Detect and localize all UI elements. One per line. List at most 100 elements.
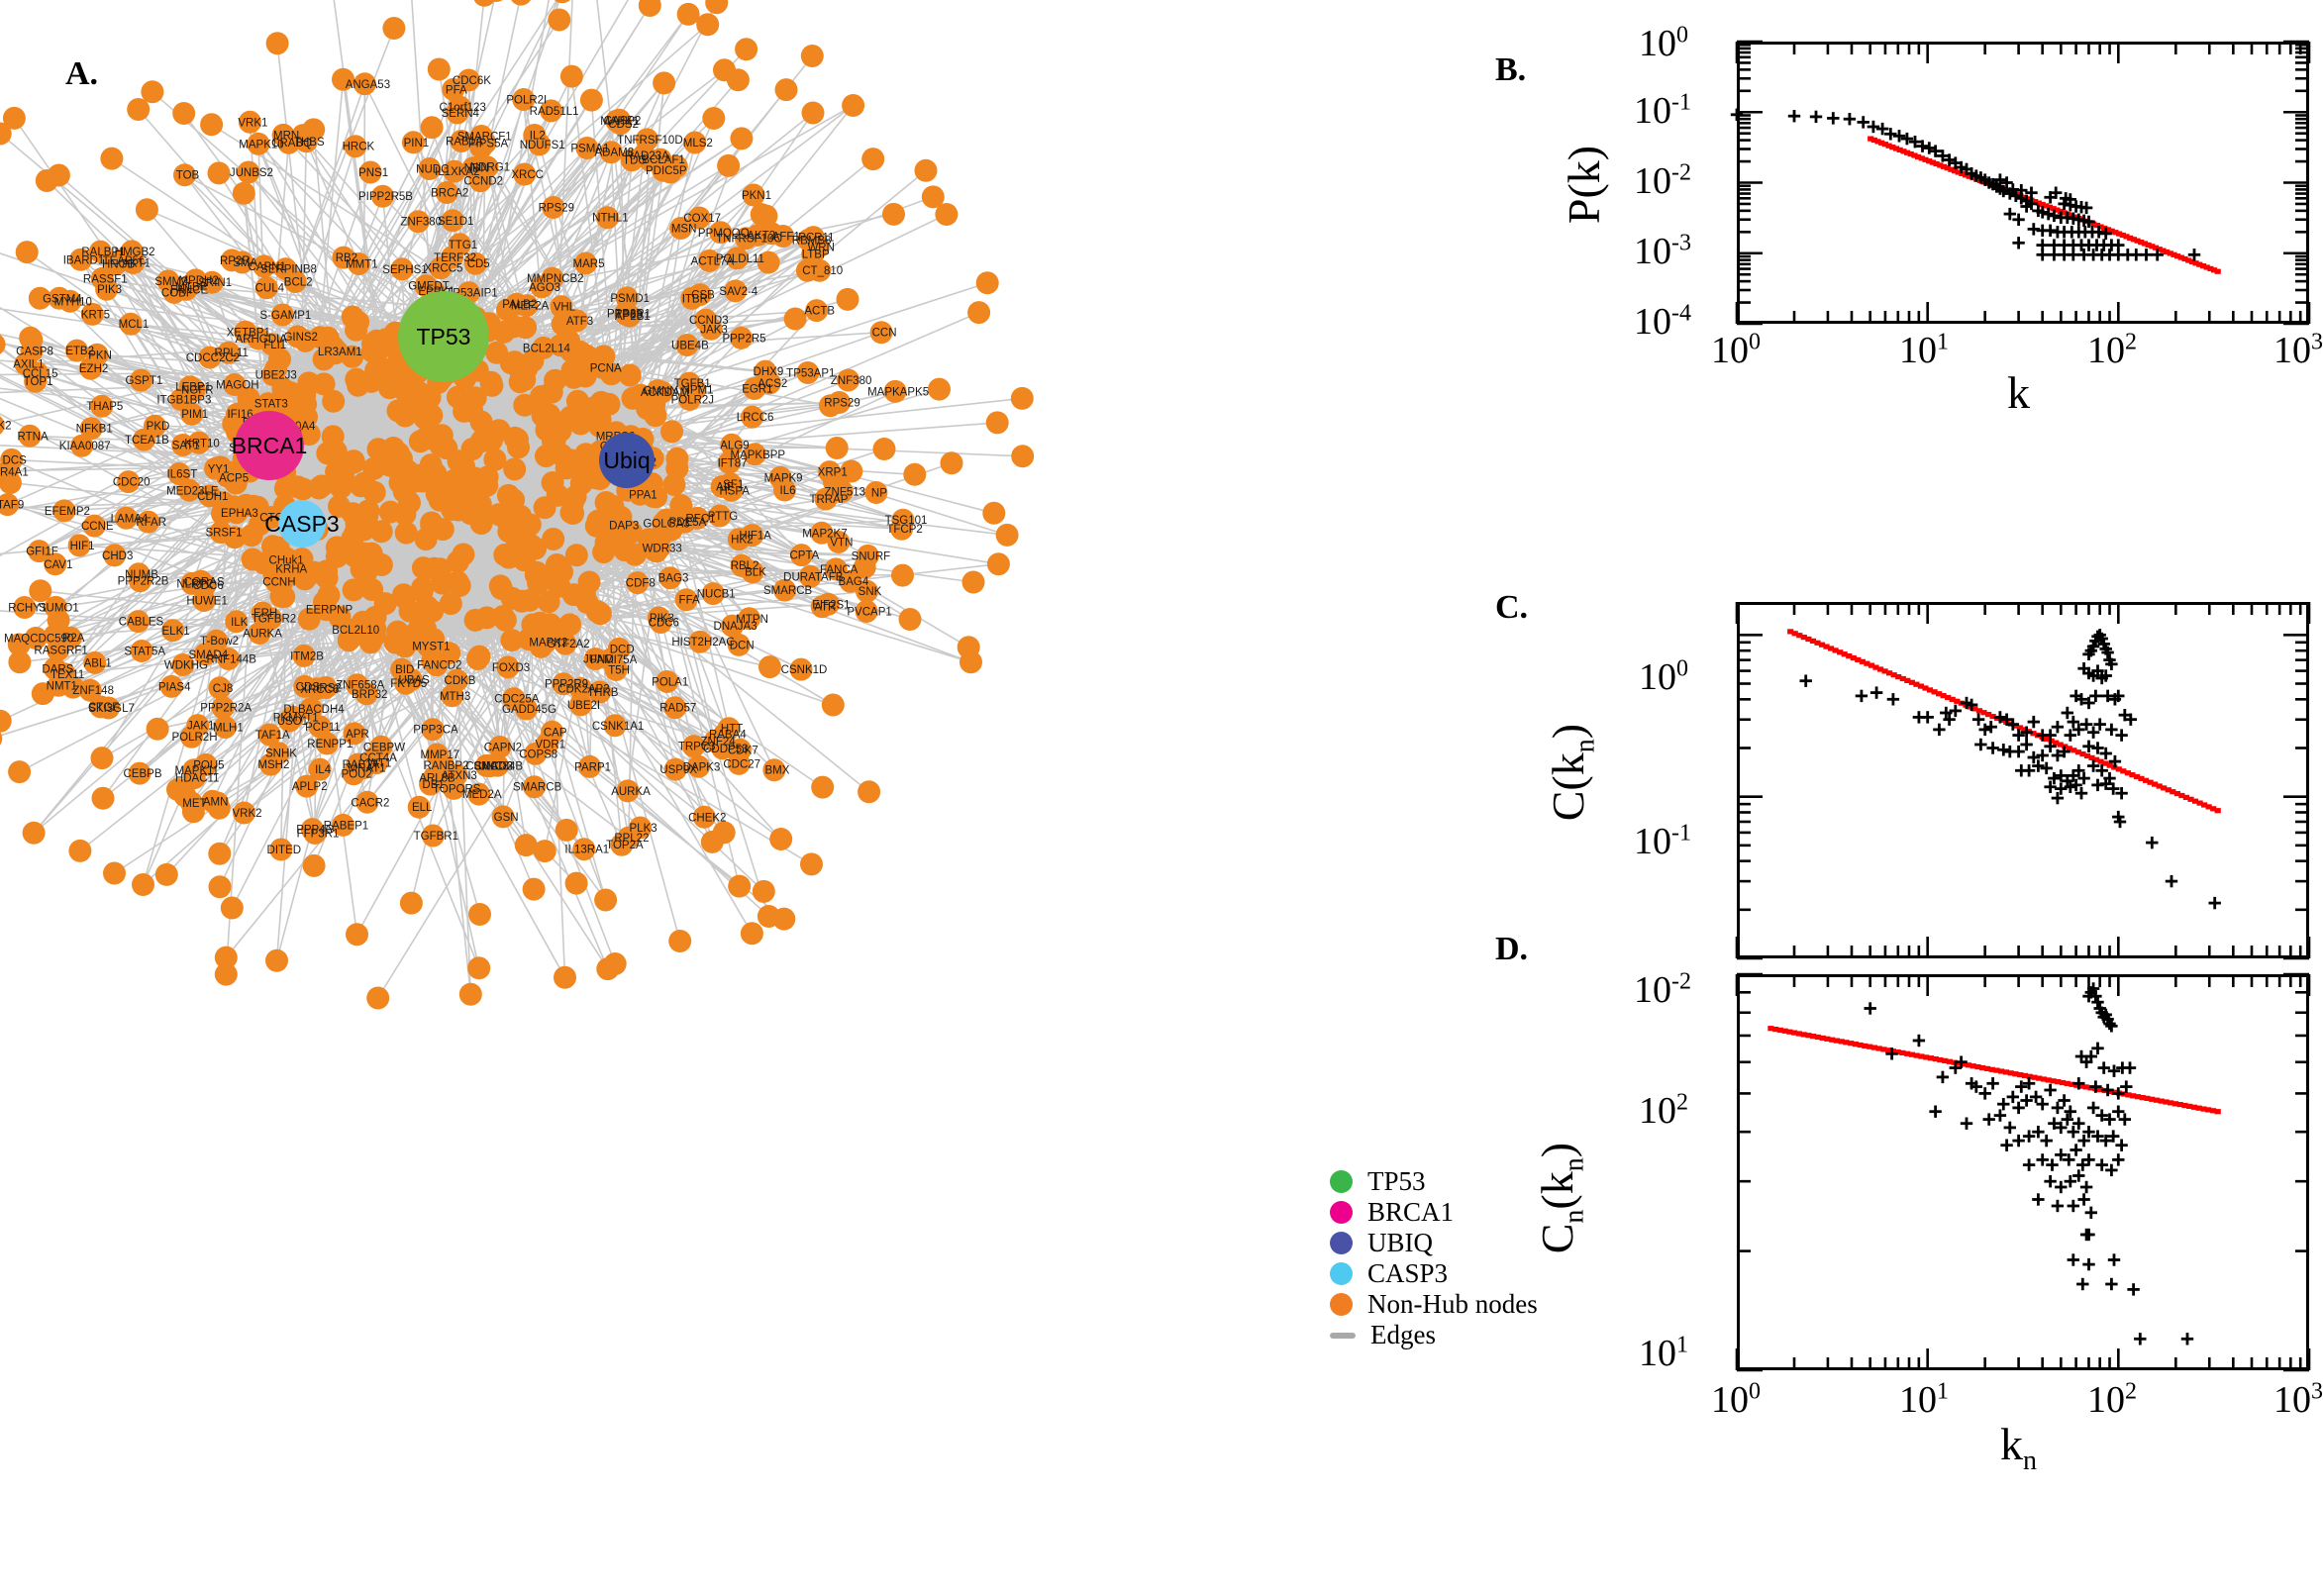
network-node[interactable]: [358, 160, 382, 184]
network-node[interactable]: [104, 252, 128, 276]
network-node[interactable]: [325, 340, 349, 363]
network-node[interactable]: [575, 137, 599, 159]
network-node[interactable]: [322, 389, 346, 413]
network-node[interactable]: [677, 387, 701, 411]
network-node[interactable]: [247, 132, 270, 155]
network-node[interactable]: [399, 891, 423, 915]
network-node[interactable]: [7, 633, 31, 656]
network-node[interactable]: [286, 325, 310, 349]
network-node[interactable]: [724, 279, 748, 303]
network-node[interactable]: [407, 795, 431, 819]
network-node[interactable]: [940, 451, 963, 475]
network-node[interactable]: [503, 457, 527, 481]
network-node[interactable]: [266, 742, 290, 765]
network-node[interactable]: [518, 588, 542, 612]
network-node[interactable]: [233, 801, 255, 825]
network-node[interactable]: [620, 149, 644, 172]
network-node[interactable]: [446, 101, 469, 125]
network-node[interactable]: [730, 127, 754, 150]
network-node[interactable]: [551, 0, 573, 4]
network-node[interactable]: [315, 559, 339, 583]
network-node[interactable]: [483, 448, 507, 471]
network-node[interactable]: [475, 155, 499, 179]
network-node[interactable]: [554, 632, 577, 655]
network-node[interactable]: [696, 13, 720, 37]
network-node[interactable]: [58, 289, 82, 313]
network-node[interactable]: [891, 563, 914, 587]
network-node[interactable]: [8, 650, 32, 674]
network-node[interactable]: [238, 110, 261, 134]
network-node[interactable]: [132, 873, 154, 896]
network-node[interactable]: [217, 341, 241, 364]
network-node[interactable]: [277, 709, 301, 733]
network-node[interactable]: [406, 210, 430, 234]
network-node[interactable]: [603, 952, 627, 975]
network-node[interactable]: [332, 462, 354, 486]
network-node[interactable]: [346, 923, 368, 947]
network-node[interactable]: [985, 411, 1009, 435]
network-node[interactable]: [127, 98, 151, 121]
network-node[interactable]: [411, 576, 435, 600]
network-node[interactable]: [85, 343, 109, 366]
network-node[interactable]: [430, 424, 454, 448]
network-node[interactable]: [652, 512, 675, 536]
network-node[interactable]: [718, 450, 742, 474]
network-hub-brca1[interactable]: [235, 411, 304, 480]
network-node[interactable]: [135, 198, 158, 222]
network-node[interactable]: [307, 476, 331, 500]
network-node[interactable]: [743, 443, 766, 466]
network-node[interactable]: [883, 379, 907, 403]
network-node[interactable]: [648, 536, 671, 559]
network-node[interactable]: [615, 286, 639, 310]
network-node[interactable]: [343, 722, 366, 746]
network-node[interactable]: [550, 295, 573, 319]
network-node[interactable]: [730, 326, 753, 349]
network-node[interactable]: [628, 482, 652, 506]
network-node[interactable]: [341, 305, 364, 329]
network-node[interactable]: [129, 368, 152, 392]
network-node[interactable]: [353, 72, 376, 96]
network-hub-casp3[interactable]: [278, 500, 326, 548]
network-node[interactable]: [683, 131, 707, 154]
network-node[interactable]: [390, 657, 414, 681]
network-node[interactable]: [392, 480, 416, 503]
network-node[interactable]: [418, 157, 442, 180]
network-node[interactable]: [130, 640, 153, 662]
network-node[interactable]: [8, 760, 32, 784]
network-node[interactable]: [187, 431, 211, 454]
network-node[interactable]: [458, 502, 482, 526]
network-node[interactable]: [536, 732, 559, 755]
network-node[interactable]: [182, 758, 206, 782]
network-node[interactable]: [207, 796, 231, 820]
network-node[interactable]: [167, 462, 191, 485]
network-node[interactable]: [341, 618, 364, 642]
network-node[interactable]: [514, 834, 538, 857]
network-node[interactable]: [491, 805, 515, 829]
network-node[interactable]: [115, 506, 138, 530]
network-node[interactable]: [861, 148, 885, 171]
network-node[interactable]: [82, 514, 106, 538]
network-node[interactable]: [260, 506, 284, 529]
network-node[interactable]: [728, 738, 752, 761]
network-node[interactable]: [328, 494, 351, 518]
network-node[interactable]: [468, 903, 491, 926]
network-node[interactable]: [425, 482, 449, 506]
network-node[interactable]: [810, 595, 834, 619]
network-node[interactable]: [19, 326, 43, 349]
network-hub-ubiq[interactable]: [599, 433, 655, 488]
network-node[interactable]: [473, 0, 496, 7]
network-node[interactable]: [564, 871, 588, 895]
network-node[interactable]: [300, 818, 324, 842]
network-node[interactable]: [629, 816, 653, 840]
network-node[interactable]: [421, 718, 445, 742]
network-node[interactable]: [819, 394, 842, 418]
network-node[interactable]: [15, 241, 39, 264]
network-node[interactable]: [336, 534, 359, 557]
network-node[interactable]: [914, 158, 938, 182]
network-node[interactable]: [496, 483, 520, 507]
network-node[interactable]: [502, 687, 526, 711]
network-node[interactable]: [207, 161, 231, 185]
network-node[interactable]: [359, 369, 383, 393]
network-node[interactable]: [18, 424, 42, 448]
network-node[interactable]: [806, 235, 830, 258]
